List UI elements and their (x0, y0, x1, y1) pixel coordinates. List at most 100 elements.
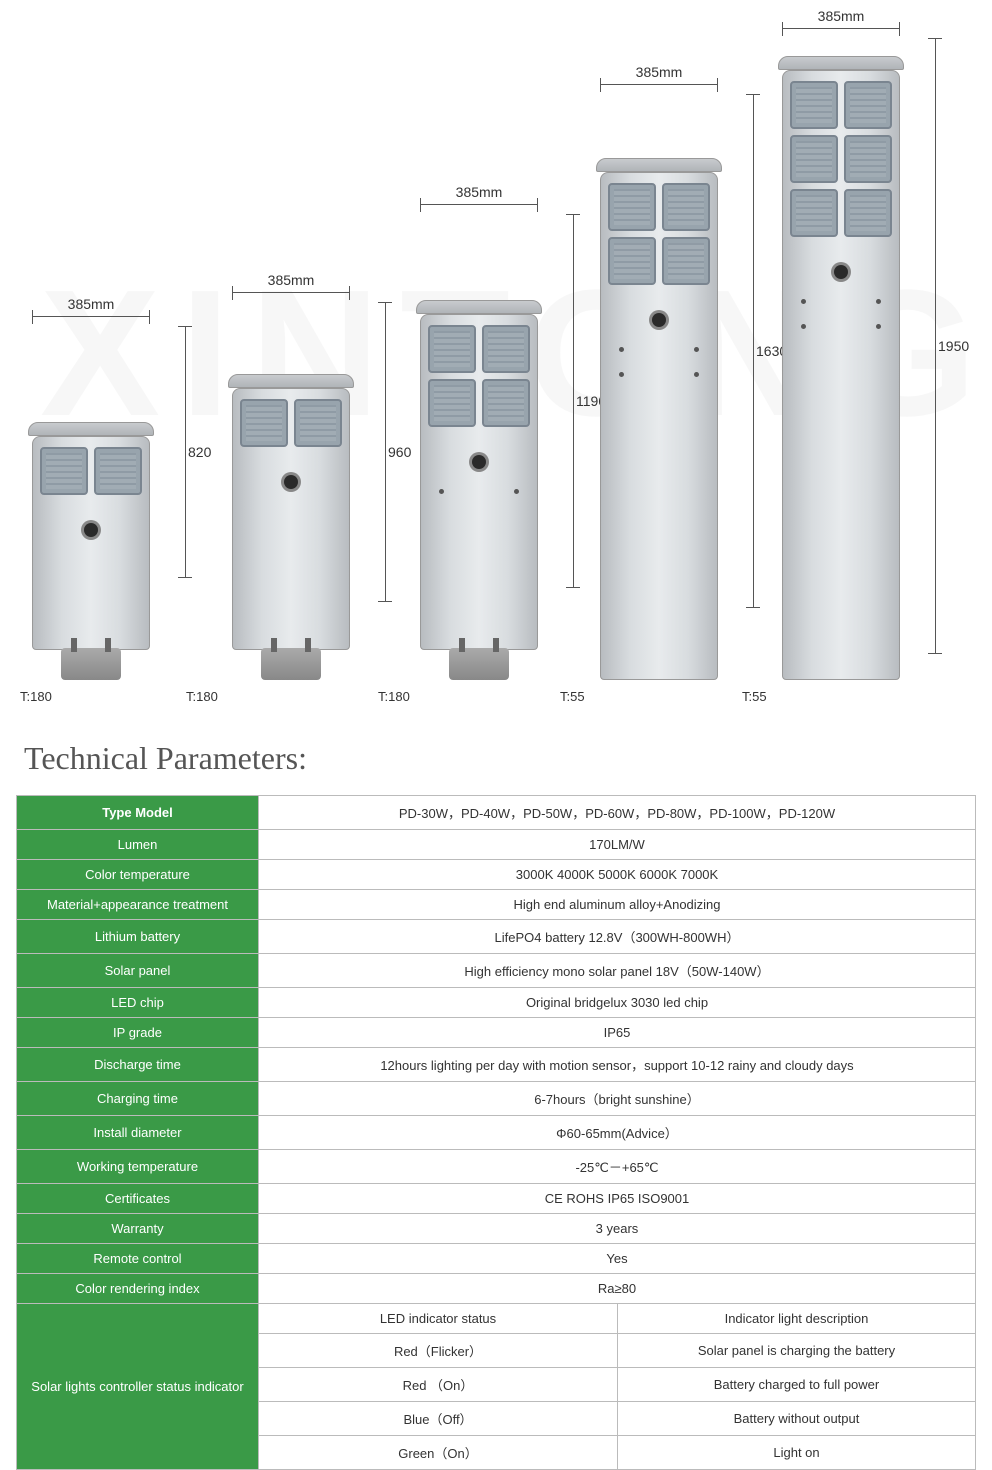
led-panel-grid (421, 315, 537, 437)
spec-value-cell: 6-7hours（bright sunshine） (259, 1082, 976, 1116)
led-module (482, 379, 530, 427)
product-diagram-area: 385mm820385mm960385mm1190385mm1630385mm1… (0, 0, 992, 710)
status-description-cell: Solar panel is charging the battery (618, 1334, 976, 1368)
status-description-cell: Battery charged to full power (618, 1368, 976, 1402)
spec-value-cell: 3000K 4000K 5000K 6000K 7000K (259, 860, 976, 890)
thickness-label: T:55 (742, 689, 767, 704)
led-module (294, 399, 342, 447)
spec-value-cell: Yes (259, 1244, 976, 1274)
led-module (662, 183, 710, 231)
mounting-dots-row (783, 299, 899, 304)
spec-label-cell: Color rendering index (17, 1274, 259, 1304)
spec-label-cell: Warranty (17, 1214, 259, 1244)
product-body (600, 172, 718, 680)
led-module (790, 135, 838, 183)
dim-width-label: 385mm (268, 272, 315, 288)
spec-row: Remote controlYes (17, 1244, 976, 1274)
spec-value-cell: IP65 (259, 1018, 976, 1048)
mount-hole (876, 324, 881, 329)
thickness-label: T:180 (20, 689, 52, 704)
dim-height-label: 820 (188, 444, 211, 460)
led-module (40, 447, 88, 495)
status-header-row: Solar lights controller status indicator… (17, 1304, 976, 1334)
spec-label-cell: Discharge time (17, 1048, 259, 1082)
product-body (782, 70, 900, 680)
spec-label-cell: Charging time (17, 1082, 259, 1116)
spec-label-cell: Working temperature (17, 1150, 259, 1184)
spec-value-cell: Φ60-65mm(Advice） (259, 1116, 976, 1150)
spec-label-cell: Remote control (17, 1244, 259, 1274)
led-panel-grid (783, 71, 899, 247)
product-4 (782, 56, 900, 680)
product-body (420, 314, 538, 650)
status-indicator-cell: Red（Flicker） (259, 1334, 618, 1368)
dim-width-label: 385mm (818, 8, 865, 24)
led-module (482, 325, 530, 373)
product-2 (420, 300, 538, 680)
spec-row: Install diameterΦ60-65mm(Advice） (17, 1116, 976, 1150)
spec-value-cell: 3 years (259, 1214, 976, 1244)
led-panel-grid (33, 437, 149, 505)
status-indicator-cell: Red （On） (259, 1368, 618, 1402)
pole-mount (61, 648, 121, 680)
dim-width-label: 385mm (636, 64, 683, 80)
spec-label-cell: Material+appearance treatment (17, 890, 259, 920)
mount-hole (619, 372, 624, 377)
mount-hole (439, 489, 444, 494)
led-module (844, 135, 892, 183)
sensor-dot (284, 475, 298, 489)
led-module (608, 183, 656, 231)
spec-row: Color temperature3000K 4000K 5000K 6000K… (17, 860, 976, 890)
spec-value-cell: 12hours lighting per day with motion sen… (259, 1048, 976, 1082)
product-0 (32, 422, 150, 680)
spec-label-cell: LED chip (17, 988, 259, 1018)
led-module (428, 379, 476, 427)
dim-height-line (564, 214, 574, 588)
status-label-cell: Solar lights controller status indicator (17, 1304, 259, 1470)
dim-height-line (926, 38, 936, 654)
status-col1-header: LED indicator status (259, 1304, 618, 1334)
led-module (428, 325, 476, 373)
led-panel-grid (233, 389, 349, 457)
spec-label-cell: IP grade (17, 1018, 259, 1048)
mount-hole (801, 299, 806, 304)
led-module (94, 447, 142, 495)
spec-label-cell: Certificates (17, 1184, 259, 1214)
spec-value-cell: High efficiency mono solar panel 18V（50W… (259, 954, 976, 988)
spec-row: Lumen170LM/W (17, 830, 976, 860)
sensor-dot (84, 523, 98, 537)
spec-row: Lithium batteryLifePO4 battery 12.8V（300… (17, 920, 976, 954)
dim-width-line (600, 84, 718, 94)
dim-height-line (176, 326, 186, 578)
product-body (32, 436, 150, 650)
spec-value-cell: PD-30W，PD-40W，PD-50W，PD-60W，PD-80W，PD-10… (259, 796, 976, 830)
dim-height-line (376, 302, 386, 602)
spec-row: Type ModelPD-30W，PD-40W，PD-50W，PD-60W，PD… (17, 796, 976, 830)
dim-width-label: 385mm (456, 184, 503, 200)
dim-height-label: 960 (388, 444, 411, 460)
status-description-cell: Light on (618, 1436, 976, 1470)
mount-hole (694, 347, 699, 352)
spec-label-cell: Lithium battery (17, 920, 259, 954)
spec-label-cell: Lumen (17, 830, 259, 860)
spec-value-cell: High end aluminum alloy+Anodizing (259, 890, 976, 920)
sensor-dot (652, 313, 666, 327)
mounting-dots-row (601, 347, 717, 352)
led-module (790, 189, 838, 237)
status-indicator-cell: Green（On） (259, 1436, 618, 1470)
spec-label-cell: Color temperature (17, 860, 259, 890)
product-3 (600, 158, 718, 680)
dim-width-line (32, 316, 150, 326)
spec-value-cell: -25℃－+65℃ (259, 1150, 976, 1184)
dim-height-line (744, 94, 754, 608)
product-cap (228, 374, 354, 388)
led-module (844, 189, 892, 237)
mount-hole (619, 347, 624, 352)
spec-row: Solar panelHigh efficiency mono solar pa… (17, 954, 976, 988)
product-1 (232, 374, 350, 680)
led-module (608, 237, 656, 285)
sensor-dot (472, 455, 486, 469)
product-cap (28, 422, 154, 436)
spec-value-cell: Ra≥80 (259, 1274, 976, 1304)
mounting-dots-row (783, 324, 899, 329)
